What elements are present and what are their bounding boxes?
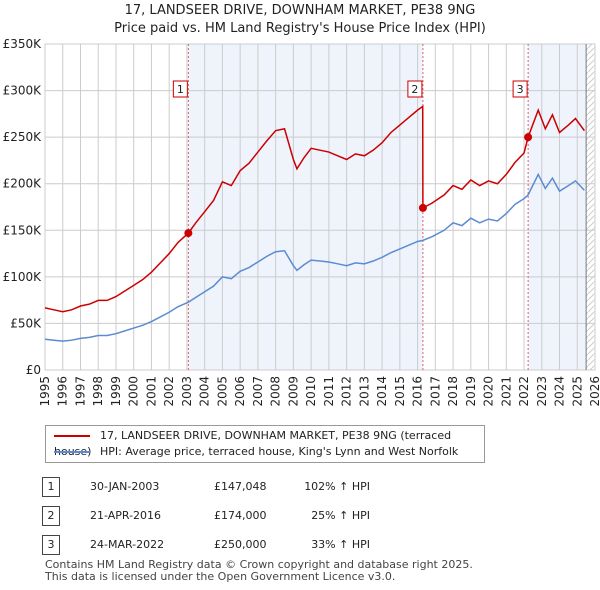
x-tick-label: 2008 [269, 376, 283, 407]
sale-hpi-change: 33% ↑ HPI [311, 538, 370, 551]
sale-hpi-change: 25% ↑ HPI [311, 509, 370, 522]
legend-label-hpi: HPI: Average price, terraced house, King… [100, 445, 459, 458]
sale-hpi-change: 102% ↑ HPI [304, 480, 370, 493]
legend: 17, LANDSEER DRIVE, DOWNHAM MARKET, PE38… [45, 425, 485, 463]
y-tick-label: £200K [3, 177, 43, 191]
x-tick-label: 2005 [215, 376, 229, 407]
sale-number: 3 [42, 535, 60, 555]
sale-number: 2 [42, 506, 60, 526]
sale-row: 2 21-APR-2016 £174,000 25% ↑ HPI [0, 506, 600, 526]
x-tick-label: 1999 [109, 376, 123, 407]
x-tick-label: 2016 [411, 376, 425, 407]
x-tick-label: 2000 [127, 376, 141, 407]
x-tick-label: 2015 [393, 376, 407, 407]
x-tick-label: 2025 [570, 376, 584, 407]
x-tick-label: 2009 [286, 376, 300, 407]
sale-label-box [407, 80, 423, 98]
sale-label-box [172, 80, 188, 98]
y-tick-label: £250K [3, 130, 43, 144]
x-tick-label: 2021 [499, 376, 513, 407]
property-price-line [44, 104, 585, 313]
sale-label: 3 [517, 83, 524, 96]
x-tick-label: 2017 [428, 376, 442, 407]
sale-point [524, 133, 533, 142]
sale-point [418, 203, 427, 212]
x-tick-label: 2023 [535, 376, 549, 407]
forecast-hatch [586, 44, 595, 370]
x-tick-label: 2024 [553, 376, 567, 407]
sale-price: £147,048 [214, 480, 267, 493]
blue-line-swatch [54, 451, 90, 453]
x-tick-label: 2006 [233, 376, 247, 407]
y-tick-label: £300K [3, 84, 43, 98]
x-tick-label: 2022 [517, 376, 531, 407]
x-tick-label: 2004 [198, 376, 212, 407]
shaded-period [188, 44, 423, 370]
sale-date: 24-MAR-2022 [90, 538, 165, 551]
x-tick-label: 2018 [446, 376, 460, 407]
red-line-swatch [54, 435, 90, 437]
x-tick-label: 2002 [162, 376, 176, 407]
price-chart: 1995 1996 1997 1998 1999 2000 2001 2002 2003 2004… [3, 37, 600, 407]
x-tick-label: 2026 [588, 376, 600, 407]
title-line-1: 17, LANDSEER DRIVE, DOWNHAM MARKET, PE38… [124, 3, 476, 18]
sale-number: 1 [42, 477, 60, 497]
x-tick-label: 2019 [464, 376, 478, 407]
sale-row: 1 30-JAN-2003 £147,048 102% ↑ HPI [0, 477, 600, 497]
footer-licence: This data is licensed under the Open Gov… [45, 570, 396, 583]
footer: Contains HM Land Registry data © Crown c… [45, 559, 473, 583]
title-line-2: Price paid vs. HM Land Registry's House … [114, 21, 486, 36]
sale-label: 2 [411, 83, 418, 96]
hpi-line [44, 172, 585, 342]
x-tick-label: 2007 [251, 376, 265, 407]
shaded-period [528, 44, 587, 370]
sale-price: £174,000 [214, 509, 267, 522]
y-tick-label: £50K [10, 316, 42, 330]
x-tick-label: 2011 [322, 376, 336, 407]
footer-copyright: Contains HM Land Registry data © Crown c… [45, 558, 473, 571]
x-tick-label: 1996 [56, 376, 70, 407]
y-tick-label: £150K [3, 223, 43, 237]
y-tick-label: £0 [26, 363, 41, 377]
x-tick-label: 1995 [38, 376, 52, 407]
x-tick-label: 2012 [340, 376, 354, 407]
sale-label-box [512, 80, 528, 98]
y-tick-label: £350K [3, 37, 43, 51]
x-tick-label: 2020 [482, 376, 496, 407]
legend-item-hpi: HPI: Average price, terraced house, King… [54, 444, 458, 460]
legend-item-property: 17, LANDSEER DRIVE, DOWNHAM MARKET, PE38… [54, 428, 484, 458]
x-tick-label: 1997 [73, 376, 87, 407]
chart-title: 17, LANDSEER DRIVE, DOWNHAM MARKET, PE38… [0, 2, 600, 38]
plot-frame [44, 43, 596, 371]
x-tick-label: 2001 [144, 376, 158, 407]
x-tick-label: 2014 [375, 376, 389, 407]
sale-date: 30-JAN-2003 [90, 480, 160, 493]
sale-label: 1 [177, 83, 184, 96]
sale-price: £250,000 [214, 538, 267, 551]
x-tick-label: 2010 [304, 376, 318, 407]
sale-point [184, 229, 193, 238]
sale-date: 21-APR-2016 [90, 509, 162, 522]
x-tick-label: 2003 [180, 376, 194, 407]
x-tick-label: 2013 [357, 376, 371, 407]
x-tick-label: 1998 [91, 376, 105, 407]
sale-row: 3 24-MAR-2022 £250,000 33% ↑ HPI [0, 535, 600, 555]
y-tick-label: £100K [3, 270, 43, 284]
